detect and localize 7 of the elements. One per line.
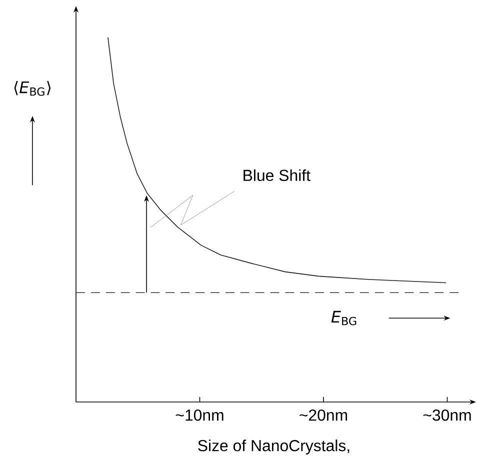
y-axis-title: ⟨E$_{BG}$⟩	[14, 80, 51, 96]
x-tick-label: ~20nm	[300, 410, 348, 421]
annotation: E$_{BG}$	[331, 310, 356, 326]
annotation: Blue Shift	[244, 169, 310, 182]
x-tick-label: ~10nm	[176, 410, 224, 421]
x-axis-title: Size of NanoCrystals,	[198, 440, 350, 454]
x-tick-label: ~30nm	[423, 410, 471, 421]
